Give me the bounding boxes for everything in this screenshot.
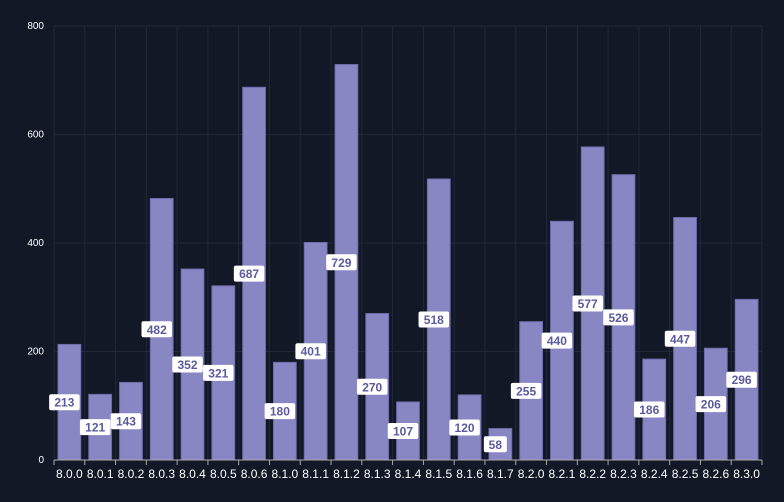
data-label-bg [483, 436, 507, 453]
data-label: 255 [516, 384, 536, 398]
data-label-bg [541, 332, 573, 349]
data-label-bg [634, 401, 665, 418]
x-tick-label: 8.1.3 [364, 467, 391, 481]
x-tick-label: 8.2.4 [641, 467, 668, 481]
data-label-bg [572, 295, 603, 312]
x-tick-label: 8.0.3 [148, 467, 175, 481]
data-label: 58 [489, 438, 503, 452]
x-tick-label: 8.0.2 [118, 467, 145, 481]
data-label-bg [726, 371, 757, 388]
x-tick-label: 8.2.2 [579, 467, 606, 481]
x-tick-label: 8.2.1 [549, 467, 576, 481]
data-label-bg [603, 309, 634, 326]
y-tick-label: 200 [27, 347, 44, 358]
data-label: 321 [208, 366, 228, 380]
data-label: 107 [393, 424, 413, 438]
data-label: 518 [424, 313, 444, 327]
x-tick-label: 8.1.0 [272, 467, 299, 481]
y-tick-label: 400 [27, 238, 44, 249]
data-label: 213 [54, 396, 74, 410]
x-tick-label: 8.0.1 [87, 467, 114, 481]
y-tick-label: 0 [38, 455, 44, 466]
x-tick-label: 8.2.3 [610, 467, 637, 481]
x-tick-label: 8.1.4 [395, 467, 422, 481]
y-tick-label: 600 [27, 130, 44, 141]
x-tick-label: 8.1.1 [302, 467, 329, 481]
data-label: 577 [578, 297, 598, 311]
x-tick-label: 8.1.5 [425, 467, 452, 481]
data-label-bg [49, 394, 80, 411]
data-label: 729 [331, 256, 351, 270]
data-label-bg [387, 422, 419, 439]
data-label-bg [418, 311, 450, 328]
x-tick-label: 8.0.4 [179, 467, 206, 481]
data-label-bg [295, 343, 326, 360]
data-label: 120 [455, 421, 475, 435]
data-label-bg [664, 330, 696, 347]
data-label: 440 [547, 334, 567, 348]
data-label-bg [695, 396, 727, 413]
x-tick-label: 8.2.0 [518, 467, 545, 481]
data-label: 180 [270, 405, 290, 419]
data-label: 687 [239, 267, 259, 281]
x-tick-label: 8.2.5 [672, 467, 699, 481]
data-label-bg [110, 413, 142, 430]
data-label: 401 [301, 345, 321, 359]
data-label-bg [141, 321, 172, 338]
data-label: 143 [116, 415, 136, 429]
x-tick-label: 8.0.6 [241, 467, 268, 481]
data-label-bg [79, 419, 111, 436]
data-label-bg [203, 364, 234, 381]
data-label: 447 [670, 332, 690, 346]
data-label: 352 [178, 358, 198, 372]
y-tick-label: 800 [27, 21, 44, 32]
data-label: 296 [732, 373, 752, 387]
x-tick-label: 8.0.0 [56, 467, 83, 481]
x-tick-label: 8.2.6 [702, 467, 729, 481]
data-label: 270 [362, 380, 382, 394]
data-label-bg [233, 265, 265, 282]
x-tick-label: 8.3.0 [733, 467, 760, 481]
data-label-bg [356, 378, 388, 395]
data-label-bg [264, 403, 296, 420]
data-label: 526 [608, 311, 628, 325]
data-label-bg [172, 356, 203, 373]
x-tick-label: 8.0.5 [210, 467, 237, 481]
x-tick-label: 8.1.7 [487, 467, 514, 481]
x-tick-label: 8.1.6 [456, 467, 483, 481]
data-label: 482 [147, 323, 167, 337]
data-label: 186 [639, 403, 659, 417]
data-label: 121 [85, 421, 105, 435]
x-tick-label: 8.1.2 [333, 467, 360, 481]
data-label-bg [449, 419, 480, 436]
data-label-bg [326, 254, 357, 271]
data-label-bg [510, 382, 542, 399]
data-label: 206 [701, 398, 721, 412]
